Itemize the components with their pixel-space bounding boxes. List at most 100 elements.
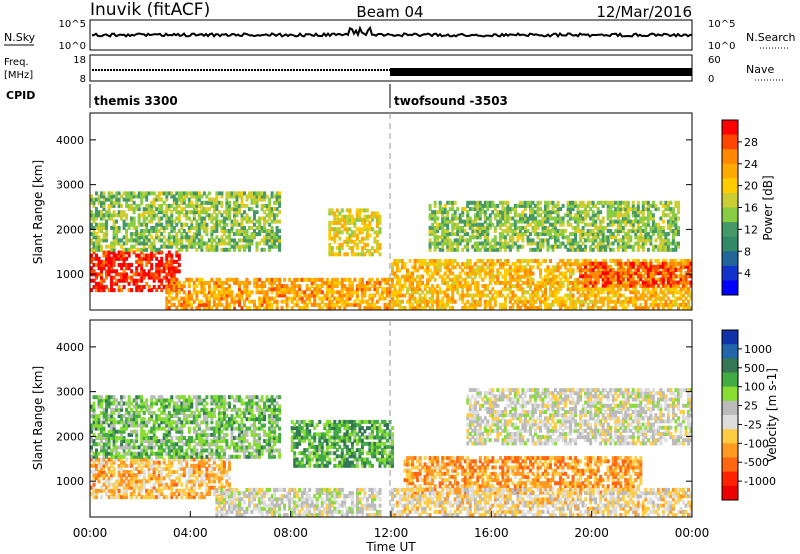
power-cell	[451, 262, 455, 267]
power-cell	[215, 229, 219, 233]
power-cell	[373, 211, 377, 216]
power-cell	[270, 244, 274, 249]
power-cell	[428, 238, 432, 243]
power-cell	[122, 247, 126, 252]
power-cell	[175, 306, 179, 310]
power-cell	[110, 269, 114, 274]
power-cell	[243, 302, 246, 307]
power-cell	[325, 293, 329, 298]
velocity-cell	[152, 476, 156, 481]
power-cell	[100, 222, 103, 227]
power-cell	[591, 229, 595, 233]
velocity-cell	[147, 457, 151, 462]
power-cell	[195, 219, 199, 224]
power-cell	[503, 306, 507, 310]
power-cell	[255, 290, 259, 295]
power-cell	[561, 222, 565, 227]
power-cell	[240, 306, 244, 310]
power-cell	[656, 244, 660, 249]
power-cell	[664, 213, 668, 218]
power-cell	[353, 277, 357, 282]
power-cell	[228, 247, 231, 252]
power-cell	[240, 280, 244, 285]
power-cell	[631, 244, 635, 249]
power-cell	[283, 293, 287, 298]
power-cell	[679, 302, 683, 307]
power-cell	[521, 244, 525, 249]
power-cell	[646, 203, 650, 208]
power-cell	[260, 207, 264, 212]
power-cell	[340, 284, 344, 289]
velocity-cell	[190, 457, 194, 462]
power-cell	[476, 216, 480, 221]
power-cell	[160, 238, 164, 243]
power-cell	[674, 225, 678, 230]
power-cell	[636, 244, 640, 249]
power-cell	[649, 277, 653, 282]
power-cell	[561, 203, 565, 208]
power-cell	[473, 207, 477, 212]
power-cell	[238, 222, 241, 227]
power-cell	[248, 191, 251, 196]
power-cell	[122, 225, 126, 230]
power-cell	[599, 290, 603, 295]
power-cell	[453, 225, 457, 230]
power-cell	[97, 247, 101, 252]
power-cell	[508, 290, 512, 295]
power-cell	[629, 222, 633, 227]
power-cell	[636, 219, 640, 224]
velocity-cell	[127, 470, 131, 474]
power-cell	[132, 281, 136, 286]
power-cell	[606, 290, 610, 295]
power-cell	[529, 274, 532, 279]
power-cell	[268, 207, 272, 212]
power-cell	[202, 200, 206, 205]
power-cell	[413, 290, 417, 295]
power-cell	[212, 207, 216, 212]
velocity-cell	[212, 479, 216, 484]
power-cell	[100, 269, 103, 274]
power-cell	[601, 283, 605, 288]
velocity-cell	[157, 463, 161, 468]
power-cell	[140, 256, 144, 261]
power-cell	[596, 290, 600, 295]
power-cell	[521, 268, 525, 273]
velocity-cell	[212, 492, 216, 496]
power-cell	[571, 241, 575, 246]
power-cell	[549, 277, 552, 282]
power-cell	[599, 241, 603, 246]
power-cell	[483, 268, 487, 273]
power-cell	[215, 200, 219, 205]
power-cell	[122, 210, 126, 215]
power-cell	[664, 277, 668, 282]
power-cell	[551, 277, 555, 282]
power-cell	[433, 225, 437, 230]
power-cell	[511, 277, 515, 282]
power-cell	[160, 250, 164, 255]
power-cell	[634, 290, 638, 295]
velocity-cell	[155, 479, 159, 484]
velocity-cell	[200, 479, 204, 484]
power-cell	[486, 222, 490, 227]
power-cell	[606, 207, 610, 212]
power-cell	[491, 210, 495, 215]
power-cell	[105, 210, 108, 215]
velocity-cell	[97, 488, 101, 493]
power-cell	[245, 277, 249, 282]
power-cell	[438, 268, 442, 273]
power-cell	[473, 216, 477, 221]
velocity-cell	[132, 466, 136, 471]
power-cell	[624, 287, 628, 292]
power-cell	[112, 247, 116, 252]
power-cell	[110, 197, 114, 202]
power-cell	[599, 264, 603, 269]
power-cell	[581, 299, 585, 304]
power-cell	[468, 216, 472, 221]
velocity-cell	[202, 495, 206, 500]
power-cell	[611, 203, 615, 208]
power-cell	[167, 250, 171, 255]
power-cell	[90, 278, 93, 283]
power-cell	[436, 271, 440, 276]
power-cell	[478, 229, 482, 233]
power-cell	[140, 275, 144, 280]
